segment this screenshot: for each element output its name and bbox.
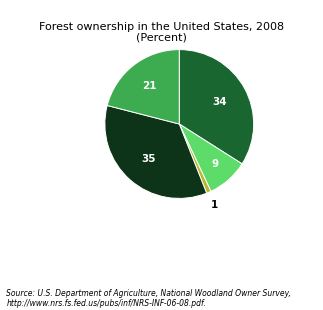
Text: (Percent): (Percent): [136, 33, 187, 42]
Text: 1: 1: [211, 200, 218, 210]
Text: 9: 9: [211, 159, 218, 169]
Wedge shape: [107, 50, 179, 124]
Wedge shape: [179, 124, 242, 191]
Wedge shape: [179, 50, 254, 164]
Text: 35: 35: [141, 153, 156, 164]
Text: 34: 34: [213, 97, 227, 107]
Text: Source: U.S. Department of Agriculture, National Woodland Owner Survey,
http://w: Source: U.S. Department of Agriculture, …: [6, 289, 291, 308]
Wedge shape: [179, 124, 211, 193]
Text: Forest ownership in the United States, 2008: Forest ownership in the United States, 2…: [39, 22, 284, 32]
Text: 21: 21: [142, 81, 157, 91]
Wedge shape: [105, 105, 207, 198]
